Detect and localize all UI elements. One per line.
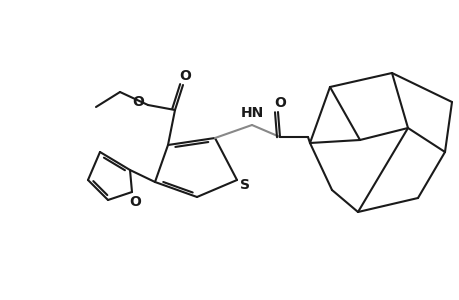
Text: S: S	[240, 178, 249, 192]
Text: HN: HN	[240, 106, 263, 120]
Text: O: O	[274, 96, 285, 110]
Text: O: O	[129, 195, 140, 209]
Text: O: O	[132, 95, 144, 109]
Text: O: O	[179, 69, 190, 83]
